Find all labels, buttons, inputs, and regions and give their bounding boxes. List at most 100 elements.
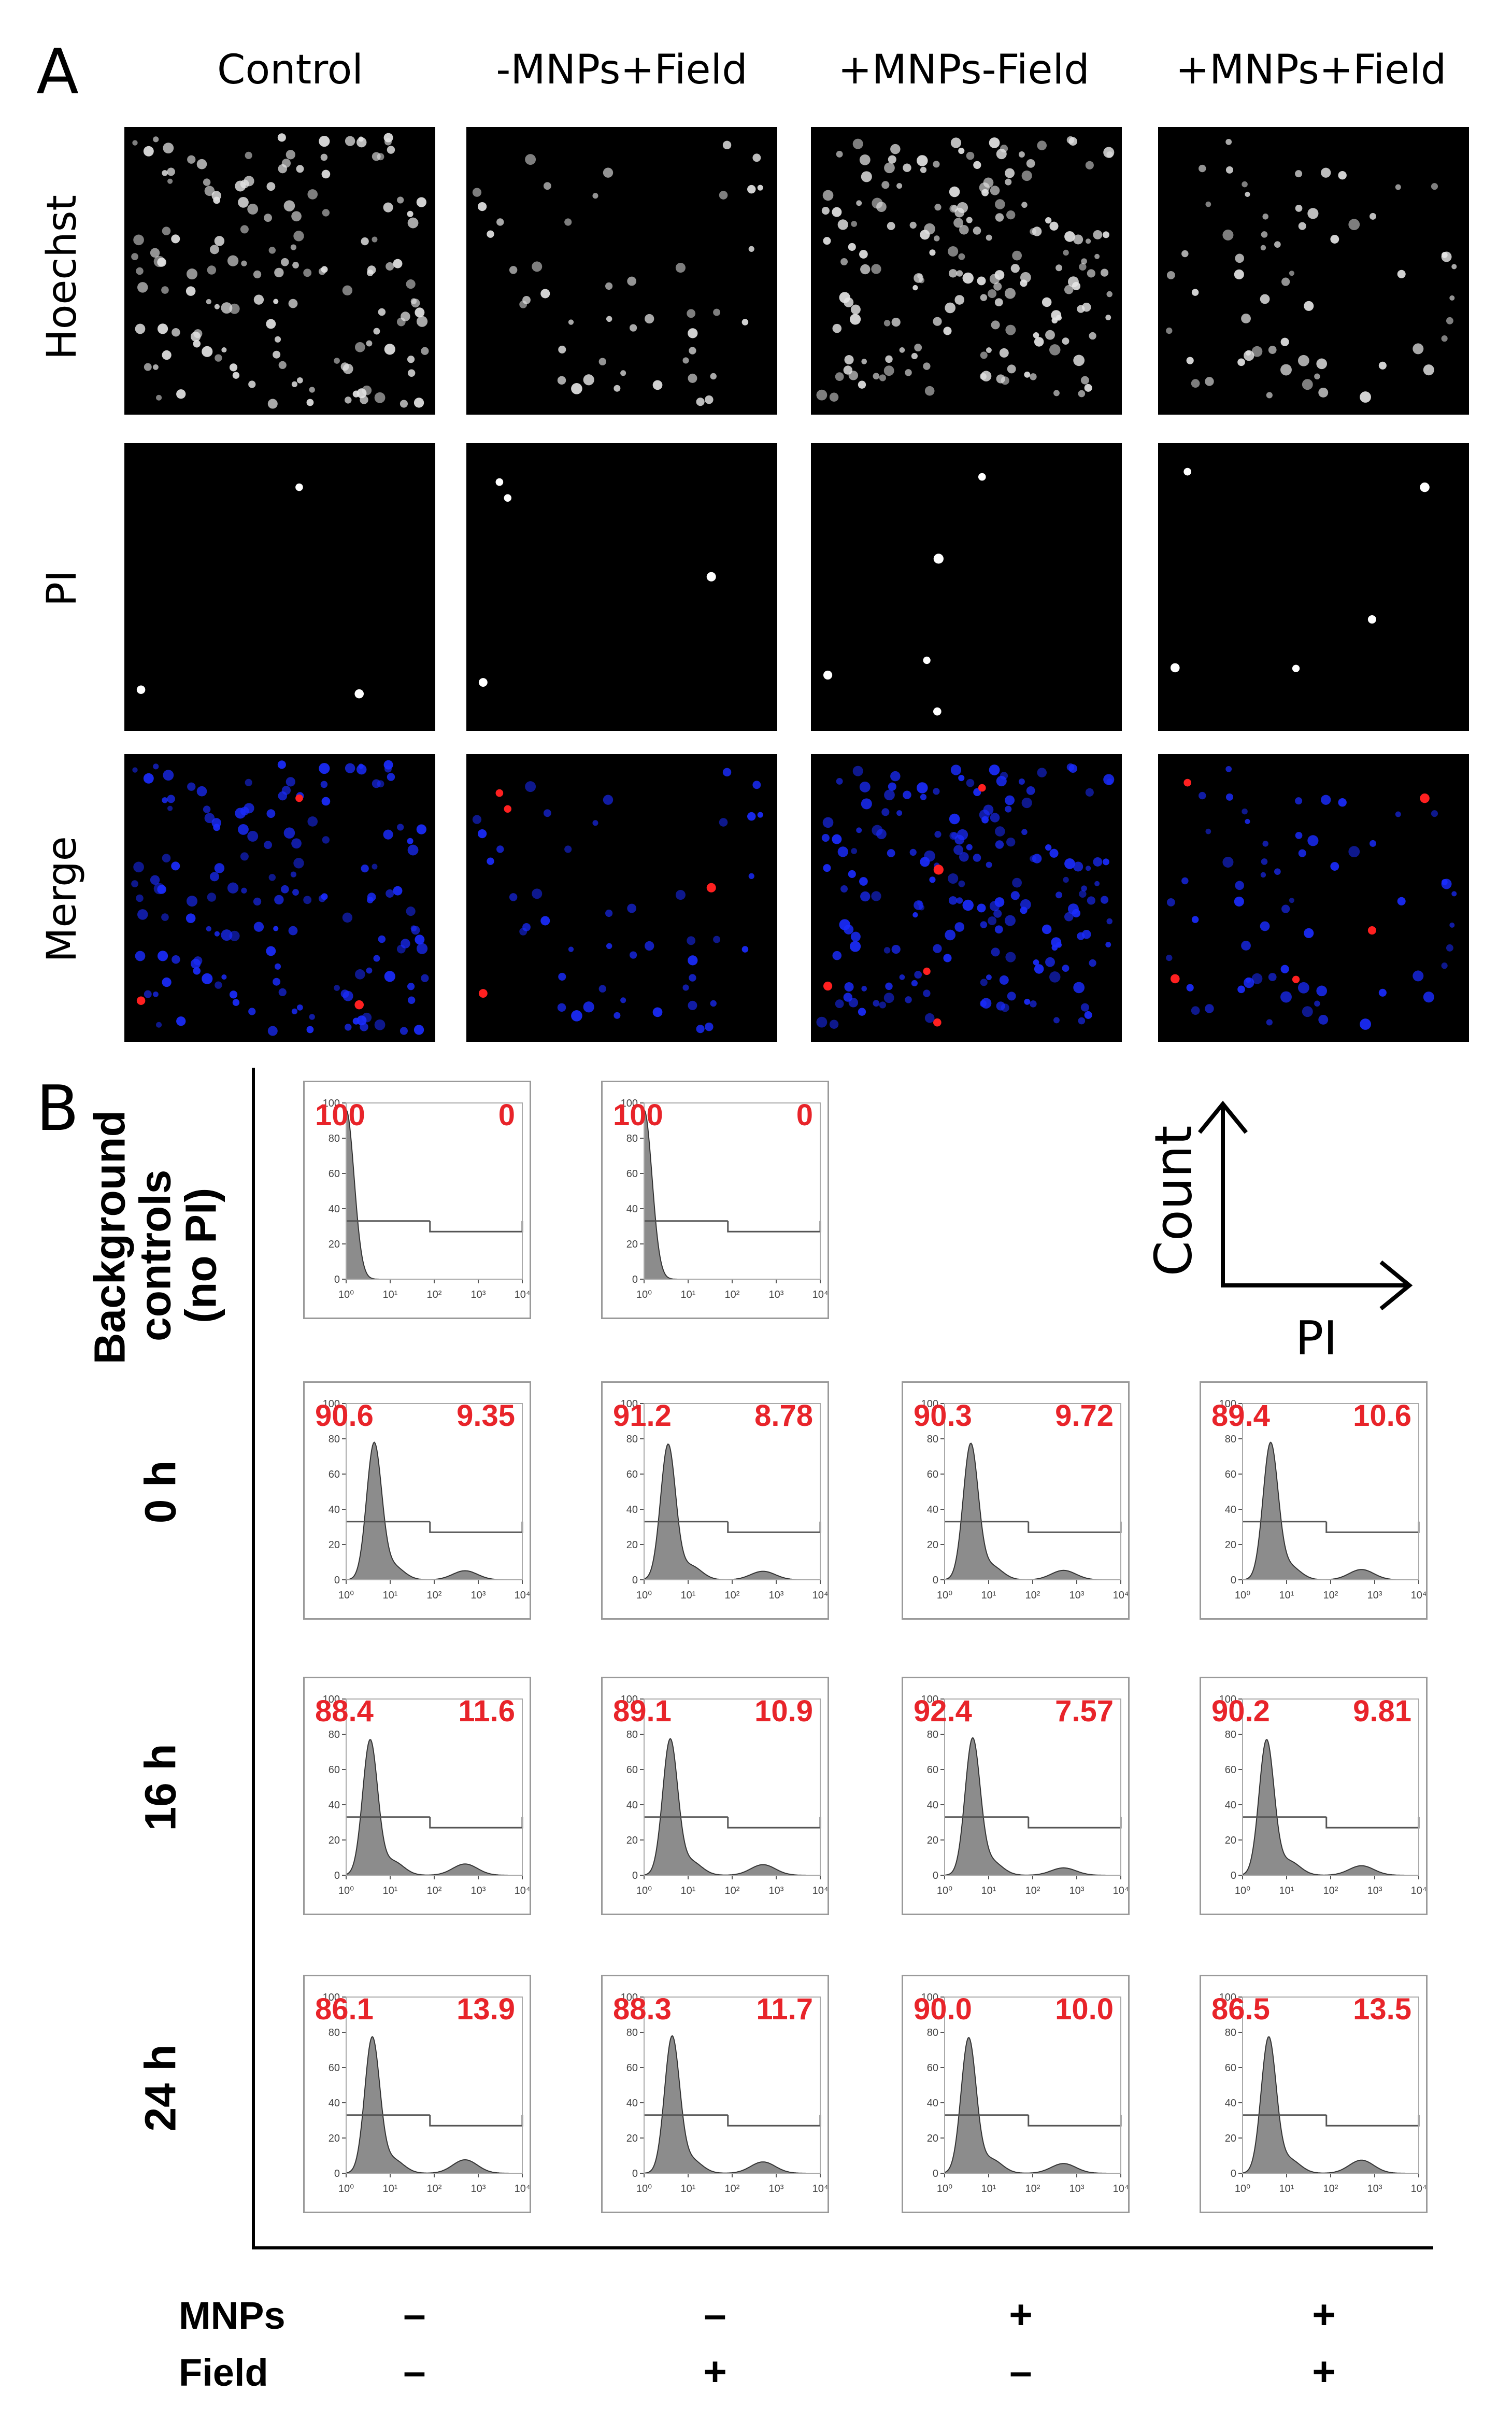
nucleus-dot — [884, 789, 895, 801]
nucleus-dot — [1397, 270, 1406, 278]
y-tick-label: 0 — [632, 2168, 638, 2179]
nucleus-dot — [1042, 297, 1052, 307]
nucleus-dot — [290, 244, 297, 250]
x-tick-label: 10⁴ — [1411, 1885, 1427, 1896]
nucleus-dot — [917, 782, 928, 794]
row-label-merge: Merge — [39, 836, 85, 962]
nucleus-dot — [962, 899, 974, 911]
nucleus-dot — [187, 155, 196, 164]
nucleus-dot — [645, 941, 654, 951]
percent-positive-label: 9.81 — [1353, 1694, 1411, 1728]
nucleus-dot — [406, 279, 416, 289]
nucleus-dot — [1261, 858, 1268, 865]
nucleus-dot — [719, 818, 728, 827]
nucleus-dot — [1006, 837, 1016, 847]
nucleus-dot — [1073, 355, 1085, 366]
nucleus-dot — [407, 844, 419, 856]
pi-positive-dot — [706, 883, 716, 893]
nucleus-dot — [917, 273, 923, 279]
nucleus-dot — [1000, 145, 1008, 153]
nucleus-dot — [321, 797, 331, 806]
nucleus-dot — [204, 813, 215, 824]
x-tick-label: 10³ — [1069, 2183, 1085, 2195]
nucleus-dot — [143, 146, 154, 157]
nucleus-dot — [752, 153, 761, 162]
nucleus-dot — [374, 392, 386, 403]
nucleus-dot — [372, 236, 378, 243]
nucleus-dot — [150, 248, 160, 258]
nucleus-dot — [387, 773, 395, 781]
nucleus-dot — [213, 824, 221, 831]
x-tick-label: 10² — [427, 1885, 442, 1896]
nucleus-dot — [1268, 346, 1277, 354]
nucleus-dot — [958, 253, 965, 260]
nucleus-dot — [372, 863, 378, 870]
nucleus-dot — [1295, 832, 1303, 839]
nucleus-dot — [914, 971, 922, 979]
nucleus-dot — [1295, 797, 1303, 805]
nucleus-dot — [190, 331, 201, 342]
nucleus-dot — [1181, 250, 1189, 258]
nucleus-dot — [303, 896, 312, 904]
nucleus-dot — [1021, 829, 1028, 836]
nucleus-dot — [606, 943, 612, 949]
nucleus-dot — [172, 328, 180, 337]
pi-positive-dot — [504, 805, 511, 813]
nucleus-dot — [307, 189, 318, 200]
nucleus-dot — [227, 255, 239, 266]
x-tick-label: 10⁰ — [338, 1885, 354, 1896]
nucleus-dot — [283, 827, 295, 839]
y-tick-label: 100 — [921, 1992, 938, 2003]
nucleus-dot — [1106, 778, 1113, 785]
y-tick-label: 20 — [626, 2133, 638, 2144]
nucleus-dot — [856, 827, 862, 833]
x-tick-label: 10¹ — [981, 2183, 996, 2195]
nucleus-dot — [1186, 357, 1194, 364]
flow-histogram: 100 80 60 40 20 0 10⁰ 10¹ 10² 10³ 10⁴ 89.1 10.9 — [601, 1677, 829, 1915]
nucleus-dot — [319, 135, 330, 147]
mnps-sign-col-1: – — [403, 2291, 426, 2337]
nucleus-dot — [688, 328, 698, 338]
nucleus-dot — [890, 771, 901, 782]
percent-negative-label: 91.2 — [613, 1399, 672, 1433]
nucleus-dot — [406, 907, 416, 916]
nucleus-dot — [652, 1007, 663, 1017]
flow-histogram: 100 80 60 40 20 0 10⁰ 10¹ 10² 10³ 10⁴ 89.4 10.6 — [1200, 1381, 1428, 1620]
nucleus-dot — [367, 265, 376, 275]
nucleus-dot — [592, 820, 598, 826]
nucleus-dot — [1295, 170, 1303, 178]
nucleus-dot — [232, 372, 240, 379]
nucleus-dot — [1018, 778, 1025, 785]
y-tick-label: 40 — [927, 1800, 938, 1811]
nucleus-dot — [477, 829, 487, 839]
nucleus-dot — [1067, 276, 1079, 288]
nucleus-dot — [1251, 973, 1263, 984]
field-sign-col-3: – — [1009, 2348, 1032, 2394]
nucleus-dot — [167, 795, 175, 803]
nucleus-dot — [1004, 915, 1016, 926]
nucleus-dot — [278, 988, 287, 996]
nucleus-dot — [1441, 251, 1452, 262]
nucleus-dot — [319, 762, 330, 774]
nucleus-dot — [1085, 788, 1094, 797]
nucleus-dot — [1234, 896, 1244, 907]
nucleus-dot — [133, 234, 144, 246]
y-tick-label: 60 — [1225, 1764, 1236, 1776]
nucleus-dot — [525, 781, 536, 792]
nucleus-dot — [1087, 896, 1095, 905]
nucleus-dot — [209, 872, 219, 882]
histogram-area — [346, 1441, 522, 1580]
nucleus-dot — [929, 876, 936, 883]
nucleus-dot — [303, 268, 312, 277]
x-tick-label: 10¹ — [1279, 1590, 1294, 1601]
nucleus-dot — [1084, 1011, 1092, 1019]
x-tick-label: 10¹ — [681, 2183, 696, 2195]
nucleus-dot — [1026, 786, 1035, 795]
panel-b-bottom-axis — [252, 2246, 1433, 2249]
nucleus-dot — [929, 249, 936, 256]
nucleus-dot — [835, 372, 844, 381]
histogram-area — [346, 1108, 522, 1280]
nucleus-dot — [1199, 164, 1206, 173]
nucleus-dot — [283, 200, 295, 211]
nucleus-dot — [1049, 221, 1059, 231]
